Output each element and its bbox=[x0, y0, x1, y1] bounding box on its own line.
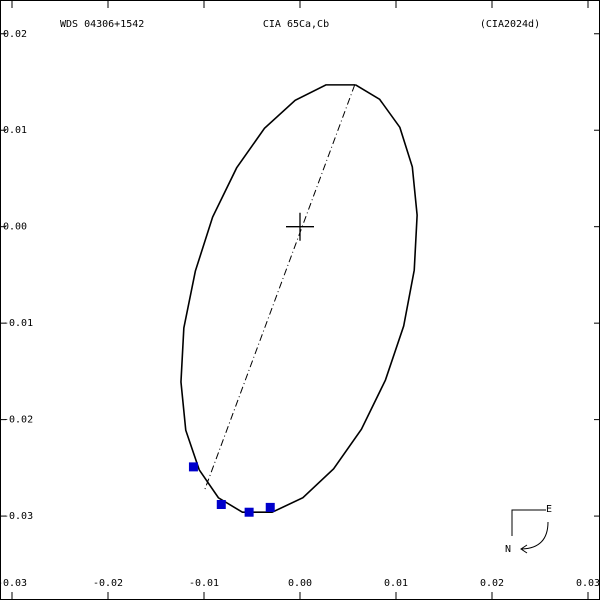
compass: E N bbox=[505, 504, 552, 555]
x-tick-label: 0.03 bbox=[576, 578, 600, 589]
y-tick-label: -0.01 bbox=[3, 318, 33, 329]
line-of-nodes bbox=[204, 84, 356, 490]
observation bbox=[188, 462, 198, 472]
primary-star bbox=[286, 212, 314, 241]
x-tick-label: 0.02 bbox=[480, 578, 504, 589]
compass-east: E bbox=[546, 504, 552, 515]
compass-arrowhead bbox=[520, 544, 528, 554]
x-tick-label: -0.03 bbox=[0, 578, 27, 589]
observation bbox=[244, 507, 254, 517]
y-tick-label: 0.02 bbox=[3, 29, 27, 40]
x-tick-label: -0.02 bbox=[93, 578, 123, 589]
orbit bbox=[180, 84, 418, 514]
x-tick-label: 0.01 bbox=[384, 578, 408, 589]
observation bbox=[265, 502, 275, 512]
compass-north: N bbox=[505, 544, 511, 555]
observation bbox=[216, 500, 226, 510]
y-tick-label: -0.03 bbox=[3, 511, 33, 522]
reference: (CIA2024d) bbox=[480, 19, 540, 30]
y-tick-label: 0.01 bbox=[3, 125, 27, 136]
compass-arrow bbox=[521, 521, 549, 550]
compass-arms bbox=[511, 509, 546, 536]
chart-title: WDS 04306+1542 bbox=[60, 19, 144, 30]
x-tick-label: -0.01 bbox=[189, 578, 219, 589]
y-tick-label: 0.00 bbox=[3, 222, 27, 233]
chart-subtitle: CIA 65Ca,Cb bbox=[263, 19, 329, 30]
y-tick-label: -0.02 bbox=[3, 415, 33, 426]
x-tick-label: 0.00 bbox=[288, 578, 312, 589]
